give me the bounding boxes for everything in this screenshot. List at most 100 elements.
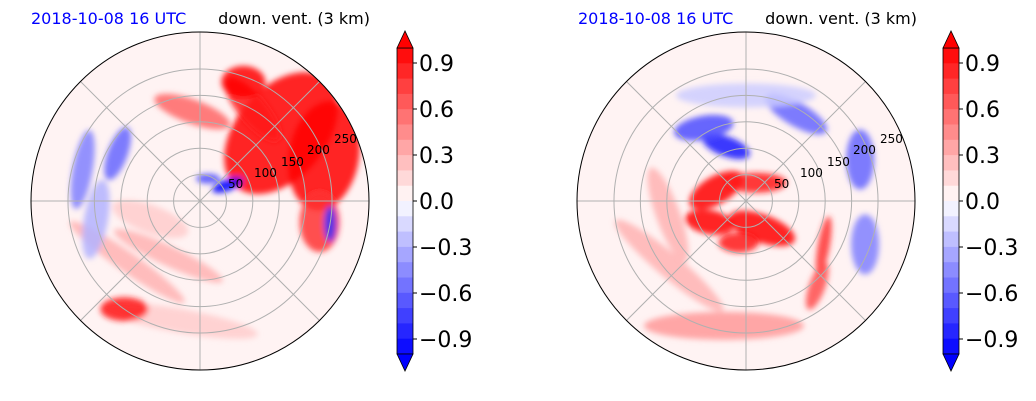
panel-right-variable-title: down. vent. (3 km): [765, 9, 917, 28]
panel-left-colorbar-ticks: [413, 62, 417, 340]
panel-left-colorbar-level-8: [397, 170, 413, 187]
panel-right-colorbar-extend-min: [942, 353, 960, 372]
panel-right-colorbar-level-3: [943, 93, 959, 110]
panel-left-feature-6: [212, 177, 243, 194]
panel-right-colorbar-level-2: [943, 78, 959, 95]
panel-left-colorbar-extend-min: [396, 353, 414, 372]
panel-right-date-title: 2018-10-08 16 UTC: [578, 9, 733, 28]
panel-right-cbar-tick-neg0.6: −0.6: [965, 282, 1018, 307]
panel-right-feature-12: [643, 311, 804, 340]
panel-left-colorbar-level-5: [397, 124, 413, 141]
panel-right-cbar-tick-0.3: 0.3: [965, 144, 1000, 169]
panel-right-colorbar-level-6: [943, 139, 959, 156]
panel-right-colorbar-level-0: [943, 48, 959, 64]
panel-right-colorbar-level-15: [943, 277, 959, 294]
panel-left-colorbar-extend-max: [396, 30, 414, 49]
panel-left-colorbar-level-7: [397, 155, 413, 171]
panel-left-colorbar-level-6: [397, 139, 413, 156]
panel-right-cbar-tick-0.6: 0.6: [965, 98, 1000, 123]
panel-right-feature-1: [684, 209, 735, 235]
panel-left-grid-spoke-225: [80, 200, 201, 321]
panel-right-colorbar-level-19: [943, 338, 959, 355]
panel-right-colorbar-level-18: [943, 323, 959, 340]
panel-left-polar-plot: 50 100 150 200 250: [30, 31, 370, 371]
panel-right-feature-5: [702, 133, 750, 160]
panel-right-colorbar-level-9: [943, 185, 959, 202]
panel-right-colorbar-level-1: [943, 63, 959, 80]
panel-left-colorbar-level-0: [397, 48, 413, 64]
panel-left-date-title: 2018-10-08 16 UTC: [31, 9, 186, 28]
panel-left-colorbar-level-12: [397, 231, 413, 248]
panel-left-grid: [31, 32, 369, 370]
panel-left-grid-spoke-135: [80, 81, 201, 202]
panel-left-colorbar: 0.9 0.6 0.3 0.0 −0.3 −0.6 −0.9: [396, 30, 472, 372]
panel-left-colorbar-level-15: [397, 277, 413, 294]
panel-right-rtick-50: 50: [774, 177, 789, 191]
panel-left-colorbar-level-19: [397, 338, 413, 355]
panel-right-colorbar-level-7: [943, 155, 959, 171]
panel-left-rtick-200: 200: [307, 143, 330, 157]
panel-left-colorbar-level-13: [397, 246, 413, 263]
panel-left-colorbar-level-1: [397, 63, 413, 80]
panel-right-colorbar-level-11: [943, 216, 959, 233]
panel-right-cbar-tick-neg0.3: −0.3: [965, 236, 1018, 261]
panel-right-rtick-100: 100: [800, 166, 823, 180]
panel-right-grid-spoke-225: [626, 200, 747, 321]
panel-right-rtick-250: 250: [880, 132, 903, 146]
panel-right-colorbar-extend-max: [942, 30, 960, 49]
panel-left-colorbar-level-9: [397, 185, 413, 202]
panel-left-rtick-150: 150: [281, 155, 304, 169]
panel-left-colorbar-level-16: [397, 292, 413, 309]
panel-right-feature-11: [805, 262, 829, 310]
panel-right-colorbar-blocks: [942, 47, 960, 355]
panel-left-colorbar-level-18: [397, 323, 413, 340]
panel-right-colorbar-level-4: [943, 109, 959, 125]
panel-left-colorbar-level-2: [397, 78, 413, 95]
panel-right-colorbar-level-14: [943, 262, 959, 278]
panel-right-rtick-150: 150: [827, 155, 850, 169]
panel-right-cbar-tick-0.9: 0.9: [965, 52, 1000, 77]
panel-right-colorbar-level-12: [943, 231, 959, 248]
panel-left-colorbar-level-14: [397, 262, 413, 278]
panel-right-radial-labels: 50 100 150 200 250: [774, 132, 903, 191]
panel-left-rtick-100: 100: [254, 166, 277, 180]
panel-right-feature-10: [815, 216, 832, 276]
panel-right-feature-6: [674, 114, 734, 141]
panel-right-feature-2: [728, 210, 796, 247]
panel-right-rtick-200: 200: [853, 143, 876, 157]
panel-right: 2018-10-08 16 UTC down. vent. (3 km) 50 …: [576, 9, 1018, 372]
panel-left-feature-11: [113, 228, 223, 283]
panel-right-polar-frame: [576, 31, 916, 371]
panel-left-cbar-tick-0.6: 0.6: [419, 98, 454, 123]
panel-left-feature-4: [154, 93, 230, 130]
panel-left-colorbar-blocks: [396, 47, 414, 355]
panel-right-cbar-tick-0.0: 0.0: [965, 190, 1000, 215]
panel-right-colorbar-level-10: [943, 201, 959, 217]
panel-right-grid: [577, 32, 915, 370]
panel-left: 2018-10-08 16 UTC down. vent. (3 km) 50 …: [30, 9, 472, 372]
panel-left-cbar-tick-neg0.6: −0.6: [419, 282, 472, 307]
panel-left-radial-labels: 50 100 150 200 250: [228, 132, 357, 191]
panel-right-grid-spoke-135: [626, 81, 747, 202]
panel-left-feature-3: [221, 65, 266, 98]
panel-right-colorbar: 0.9 0.6 0.3 0.0 −0.3 −0.6 −0.9: [942, 30, 1018, 372]
panel-left-grid-spoke-315: [199, 200, 320, 321]
panel-right-feature-13: [614, 219, 724, 312]
panel-right-colorbar-level-13: [943, 246, 959, 263]
panel-left-rtick-250: 250: [334, 132, 357, 146]
panel-right-colorbar-level-8: [943, 170, 959, 187]
panel-right-colorbar-level-5: [943, 124, 959, 141]
panel-left-feature-8: [104, 126, 132, 181]
panel-right-grid-spoke-45: [745, 81, 866, 202]
panel-left-variable-title: down. vent. (3 km): [218, 9, 370, 28]
panel-right-feature-9: [851, 214, 880, 275]
panel-left-colorbar-level-11: [397, 216, 413, 233]
panel-right-cbar-tick-neg0.9: −0.9: [965, 328, 1018, 353]
panel-left-colorbar-level-3: [397, 93, 413, 110]
panel-left-colorbar-level-17: [397, 308, 413, 324]
panel-right-feature-8: [846, 129, 875, 190]
panel-left-colorbar-level-10: [397, 201, 413, 217]
panel-right-feature-3: [726, 172, 787, 193]
panel-right-polar-plot: 50 100 150 200 250: [576, 31, 916, 371]
panel-left-feature-9: [70, 130, 95, 209]
